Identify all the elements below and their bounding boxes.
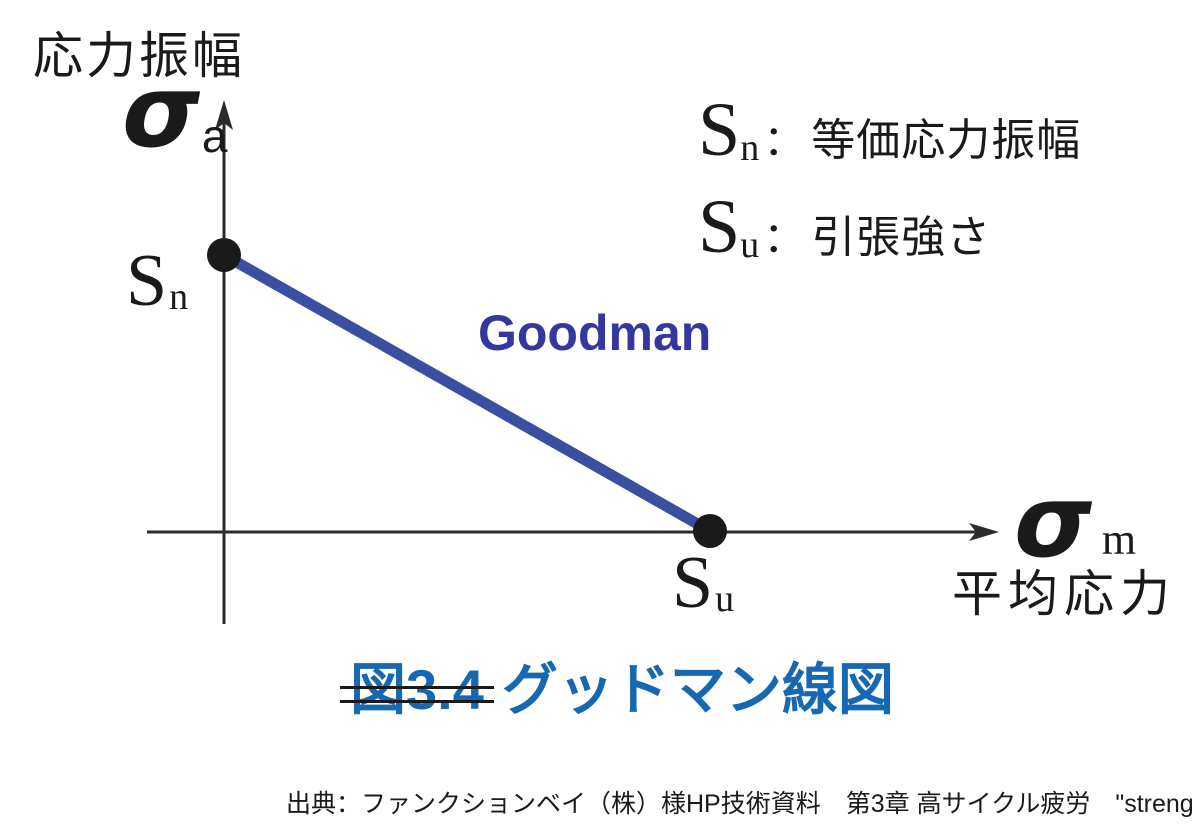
y-axis-arrowhead-icon xyxy=(215,100,233,130)
sigma-a-symbol: σ xyxy=(122,53,200,170)
su-point-marker xyxy=(693,514,727,548)
strikethrough-line-1 xyxy=(340,686,494,689)
figure-caption: 図3.4 グッドマン線図 xyxy=(340,662,894,718)
goodman-line xyxy=(221,250,713,536)
sn-point-marker xyxy=(207,238,241,272)
legend-item-sn: Sn： 等価応力振幅 xyxy=(698,92,1081,189)
legend-sn-subscript: n xyxy=(740,127,760,169)
source-citation: 出典：ファンクションベイ（株）様HP技術資料 第3章 高サイクル疲労 "stre… xyxy=(286,790,1192,818)
figure-caption-title: グッドマン線図 xyxy=(501,658,894,721)
y-axis-symbol-group: σa xyxy=(122,62,227,162)
figure-caption-number: 図3.4 xyxy=(350,658,484,721)
su-symbol: S xyxy=(672,542,714,624)
legend-sn-description: 等価応力振幅 xyxy=(811,116,1082,165)
su-subscript: u xyxy=(715,578,735,620)
legend-su-colon: ： xyxy=(763,214,806,261)
sigma-m-subscript: m xyxy=(1101,515,1137,564)
x-axis-arrowhead-icon xyxy=(969,523,999,541)
legend: Sn： 等価応力振幅 Su： 引張強さ xyxy=(698,92,1081,286)
strikethrough-line-2 xyxy=(340,700,494,703)
legend-sn-colon: ： xyxy=(763,117,806,164)
sigma-m-symbol: σ xyxy=(1014,463,1092,580)
su-point-label: Su xyxy=(672,546,734,620)
legend-item-su: Su： 引張強さ xyxy=(698,189,1081,286)
legend-su-subscript: u xyxy=(740,224,760,266)
goodman-line-label: Goodman xyxy=(478,305,712,361)
sn-symbol: S xyxy=(126,240,168,322)
legend-su-symbol: S xyxy=(698,185,741,269)
sn-point-label: Sn xyxy=(126,244,188,318)
legend-su-description: 引張強さ xyxy=(811,213,992,262)
figure-caption-number-struck: 図3.4 xyxy=(340,662,494,718)
x-axis-title: 平均応力 xyxy=(952,566,1176,622)
sn-subscript: n xyxy=(169,276,189,318)
y-axis-title: 応力振幅 xyxy=(33,28,245,84)
sigma-a-subscript: a xyxy=(201,110,228,162)
legend-sn-symbol: S xyxy=(698,88,741,172)
